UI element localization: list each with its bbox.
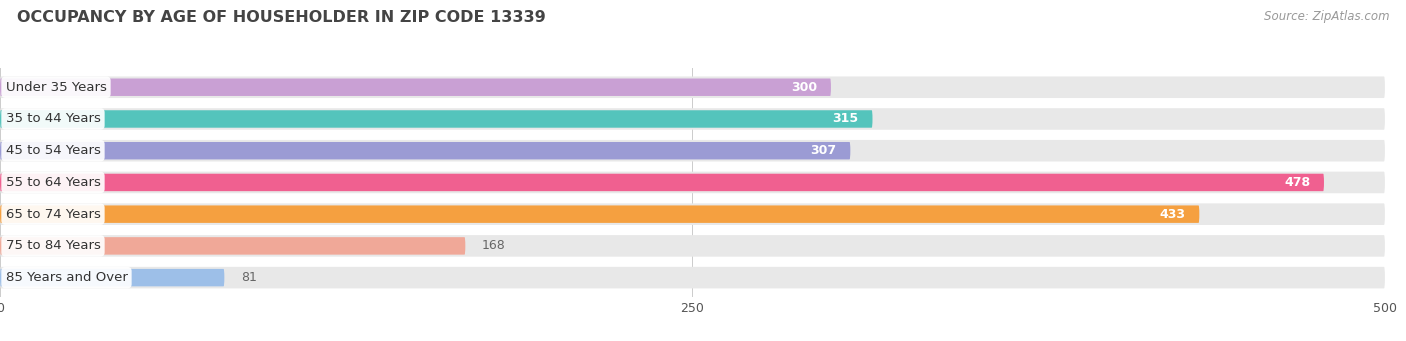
FancyBboxPatch shape: [0, 203, 1385, 225]
FancyBboxPatch shape: [0, 110, 873, 128]
FancyBboxPatch shape: [0, 142, 851, 160]
FancyBboxPatch shape: [0, 174, 1324, 191]
Text: Under 35 Years: Under 35 Years: [6, 81, 107, 94]
FancyBboxPatch shape: [0, 108, 1385, 130]
FancyBboxPatch shape: [0, 78, 831, 96]
Text: 433: 433: [1160, 208, 1185, 221]
Text: 35 to 44 Years: 35 to 44 Years: [6, 113, 100, 125]
Text: 75 to 84 Years: 75 to 84 Years: [6, 239, 100, 252]
Text: 478: 478: [1284, 176, 1310, 189]
Text: 81: 81: [240, 271, 257, 284]
Text: 168: 168: [482, 239, 506, 252]
Text: 307: 307: [810, 144, 837, 157]
Text: OCCUPANCY BY AGE OF HOUSEHOLDER IN ZIP CODE 13339: OCCUPANCY BY AGE OF HOUSEHOLDER IN ZIP C…: [17, 10, 546, 25]
FancyBboxPatch shape: [0, 76, 1385, 98]
Text: Source: ZipAtlas.com: Source: ZipAtlas.com: [1264, 10, 1389, 23]
Text: 65 to 74 Years: 65 to 74 Years: [6, 208, 100, 221]
Text: 45 to 54 Years: 45 to 54 Years: [6, 144, 100, 157]
FancyBboxPatch shape: [0, 269, 225, 286]
Text: 85 Years and Over: 85 Years and Over: [6, 271, 128, 284]
FancyBboxPatch shape: [0, 172, 1385, 193]
FancyBboxPatch shape: [0, 205, 1199, 223]
Text: 300: 300: [792, 81, 817, 94]
FancyBboxPatch shape: [0, 237, 465, 255]
Text: 55 to 64 Years: 55 to 64 Years: [6, 176, 100, 189]
Text: 315: 315: [832, 113, 859, 125]
FancyBboxPatch shape: [0, 267, 1385, 288]
FancyBboxPatch shape: [0, 140, 1385, 162]
FancyBboxPatch shape: [0, 235, 1385, 257]
